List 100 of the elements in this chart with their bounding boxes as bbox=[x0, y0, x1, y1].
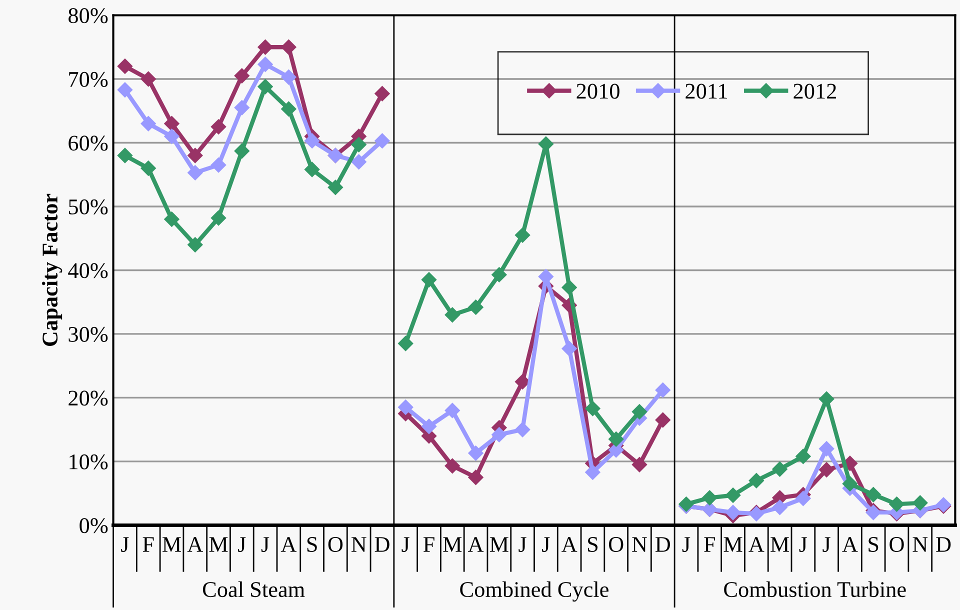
point bbox=[258, 40, 273, 55]
x-tick-label: M bbox=[490, 537, 508, 552]
point bbox=[632, 457, 648, 472]
point bbox=[281, 101, 296, 117]
legend-label: 2011 bbox=[686, 84, 727, 99]
point bbox=[304, 133, 320, 148]
point bbox=[608, 432, 624, 447]
point bbox=[725, 504, 741, 520]
point bbox=[281, 40, 296, 55]
x-tick-label: O bbox=[890, 537, 904, 552]
x-tick-label: A bbox=[562, 537, 578, 552]
point bbox=[258, 56, 273, 72]
point bbox=[492, 267, 507, 282]
y-tick-label: 80% bbox=[68, 8, 108, 24]
point bbox=[585, 464, 600, 480]
point bbox=[117, 82, 133, 98]
text: Combined Cycle bbox=[460, 581, 608, 602]
point bbox=[210, 210, 226, 226]
point bbox=[748, 473, 764, 488]
point bbox=[188, 237, 203, 252]
point bbox=[234, 100, 250, 116]
y-tick-label: 70% bbox=[69, 72, 108, 87]
point bbox=[468, 470, 484, 485]
point bbox=[258, 79, 273, 94]
x-tick-label: F bbox=[423, 537, 434, 552]
x-tick-label: J bbox=[402, 537, 410, 552]
x-tick-label: N bbox=[912, 537, 928, 552]
x-tick-label: M bbox=[443, 537, 462, 552]
point bbox=[655, 382, 670, 398]
point bbox=[234, 143, 250, 159]
point bbox=[514, 422, 530, 438]
x-tick-label: O bbox=[608, 537, 624, 552]
point bbox=[562, 280, 577, 296]
x-tick-label: J bbox=[238, 537, 246, 552]
point bbox=[210, 119, 226, 134]
x-tick-label: M bbox=[162, 537, 181, 552]
point bbox=[632, 404, 648, 420]
point bbox=[819, 391, 834, 407]
point bbox=[819, 441, 834, 456]
point bbox=[421, 418, 437, 434]
text: Coal Steam bbox=[202, 581, 305, 598]
point bbox=[351, 137, 366, 152]
point bbox=[492, 427, 507, 442]
point bbox=[210, 157, 226, 173]
point bbox=[281, 70, 296, 85]
point bbox=[188, 148, 203, 164]
point bbox=[234, 68, 250, 84]
point bbox=[655, 412, 670, 428]
point bbox=[468, 446, 484, 461]
point bbox=[468, 300, 484, 315]
point bbox=[117, 148, 133, 164]
x-tick-label: D bbox=[374, 537, 390, 552]
x-tick-label: N bbox=[351, 537, 366, 552]
point bbox=[725, 488, 741, 503]
point bbox=[866, 487, 881, 502]
y-tick-label: 50% bbox=[68, 199, 108, 214]
x-tick-label: N bbox=[632, 537, 647, 552]
point bbox=[164, 128, 180, 144]
x-tick-label: M bbox=[724, 537, 742, 552]
point bbox=[374, 133, 390, 148]
point bbox=[772, 500, 788, 515]
point bbox=[421, 272, 437, 288]
x-tick-label: F bbox=[704, 537, 716, 552]
point bbox=[374, 86, 390, 102]
y-tick-label: 10% bbox=[70, 454, 108, 470]
point bbox=[328, 180, 344, 195]
x-tick-label: M bbox=[770, 537, 790, 552]
point bbox=[304, 162, 320, 178]
x-tick-label: O bbox=[328, 537, 343, 552]
point bbox=[819, 462, 834, 478]
point bbox=[117, 58, 133, 74]
x-tick-label: S bbox=[588, 537, 598, 552]
y-tick-label: 40% bbox=[68, 263, 108, 278]
point bbox=[912, 495, 928, 510]
point bbox=[796, 448, 811, 464]
point bbox=[562, 341, 577, 356]
y-tick-label: 0% bbox=[80, 518, 108, 534]
point bbox=[398, 336, 414, 352]
x-tick-label: A bbox=[842, 537, 858, 552]
point bbox=[398, 400, 414, 415]
point bbox=[444, 402, 460, 418]
point bbox=[444, 307, 460, 322]
point bbox=[164, 212, 180, 227]
point bbox=[444, 458, 460, 474]
x-tick-label: D bbox=[655, 537, 670, 552]
point bbox=[140, 160, 156, 176]
x-tick-label: S bbox=[307, 537, 317, 552]
point bbox=[140, 116, 156, 132]
x-tick-label: F bbox=[142, 537, 154, 552]
point bbox=[514, 374, 530, 390]
legend-label: 2012 bbox=[794, 84, 836, 99]
point bbox=[772, 462, 788, 477]
x-tick-label: J bbox=[682, 537, 690, 552]
x-tick-label: A bbox=[748, 537, 764, 552]
point bbox=[188, 165, 203, 180]
y-tick-label: 20% bbox=[68, 390, 108, 406]
point bbox=[164, 116, 180, 132]
x-tick-label: J bbox=[518, 537, 526, 552]
x-tick-label: J bbox=[799, 537, 808, 552]
point bbox=[702, 490, 718, 506]
